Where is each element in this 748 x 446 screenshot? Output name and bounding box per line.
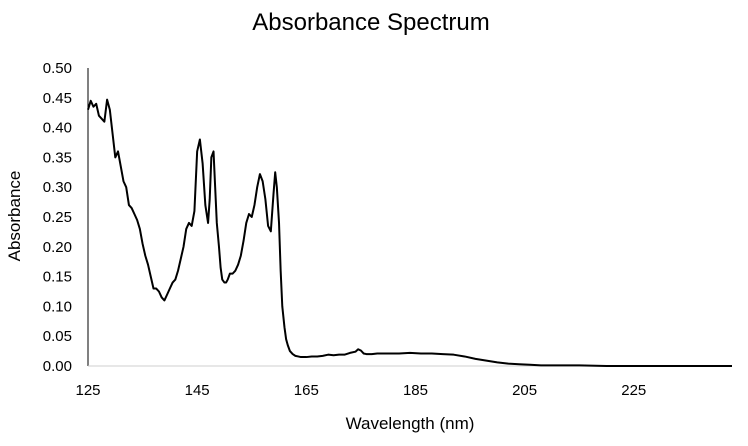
- chart-title: Absorbance Spectrum: [252, 9, 489, 36]
- absorbance-series-line: [87, 98, 732, 367]
- y-axis-label: Absorbance: [5, 171, 24, 262]
- x-axis-ticks: 125 145 165 185 205 225: [75, 382, 646, 399]
- y-tick-label: 0.50: [43, 60, 72, 77]
- y-tick-label: 0.45: [43, 90, 72, 107]
- x-tick-label: 125: [75, 382, 100, 399]
- y-tick-label: 0.25: [43, 209, 72, 226]
- y-tick-label: 0.10: [43, 298, 72, 315]
- x-tick-label: 225: [621, 382, 646, 399]
- y-tick-label: 0.35: [43, 149, 72, 166]
- y-tick-label: 0.00: [43, 358, 72, 375]
- x-tick-label: 185: [403, 382, 428, 399]
- x-tick-label: 145: [185, 382, 210, 399]
- y-tick-label: 0.30: [43, 179, 72, 196]
- y-tick-label: 0.20: [43, 239, 72, 256]
- y-axis-ticks: 0.00 0.05 0.10 0.15 0.20 0.25 0.30 0.35 0.40 0.45…: [43, 60, 72, 375]
- y-tick-label: 0.40: [43, 120, 72, 137]
- y-tick-label: 0.05: [43, 328, 72, 345]
- y-tick-label: 0.15: [43, 269, 72, 286]
- x-tick-label: 165: [294, 382, 319, 399]
- x-tick-label: 205: [512, 382, 537, 399]
- x-axis-label: Wavelength (nm): [346, 414, 475, 433]
